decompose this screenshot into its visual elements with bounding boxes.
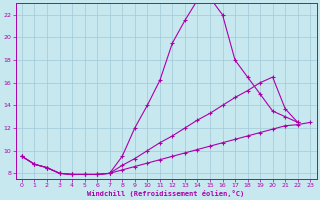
X-axis label: Windchill (Refroidissement éolien,°C): Windchill (Refroidissement éolien,°C) [87, 190, 245, 197]
